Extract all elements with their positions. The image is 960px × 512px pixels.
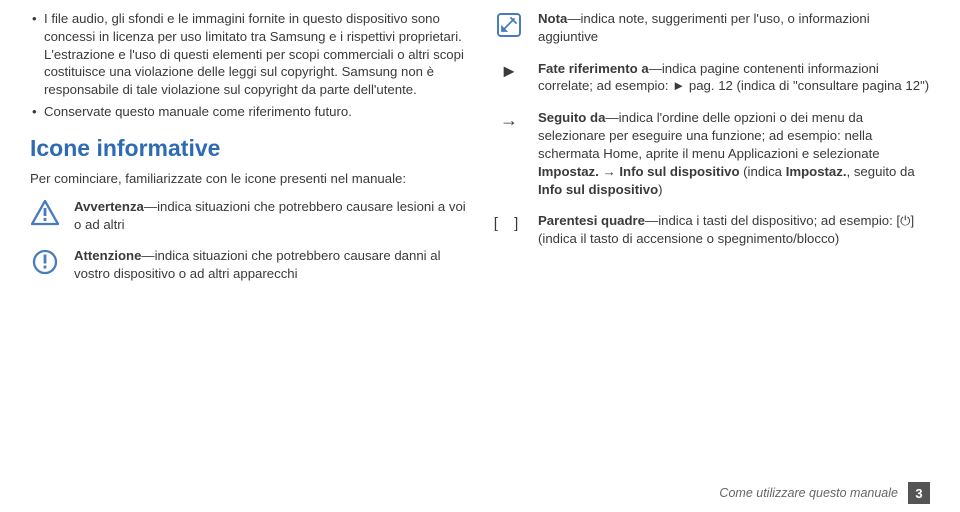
triangle-icon: ►: [494, 60, 524, 80]
page-number: 3: [908, 482, 930, 504]
bullet-item: Conservate questo manuale come riferimen…: [30, 103, 466, 121]
refer-row: ► Fate riferimento a—indica pagine conte…: [494, 60, 930, 96]
footer-text: Come utilizzare questo manuale: [719, 486, 898, 500]
note-icon: [494, 10, 524, 38]
warning-text: Avvertenza—indica situazioni che potrebb…: [74, 198, 466, 234]
note-row: Nota—indica note, suggerimenti per l'uso…: [494, 10, 930, 46]
section-heading: Icone informative: [30, 133, 466, 164]
caution-text: Attenzione—indica situazioni che potrebb…: [74, 247, 466, 283]
warning-row: Avvertenza—indica situazioni che potrebb…: [30, 198, 466, 234]
bullet-item: I file audio, gli sfondi e le immagini f…: [30, 10, 466, 99]
arrow-icon: →: [494, 109, 524, 129]
brackets-text: Parentesi quadre—indica i tasti del disp…: [538, 212, 930, 248]
followed-text: Seguito da—indica l'ordine delle opzioni…: [538, 109, 930, 198]
intro-text: Per cominciare, familiarizzate con le ic…: [30, 170, 466, 188]
right-column: Nota—indica note, suggerimenti per l'uso…: [494, 10, 930, 297]
refer-text: Fate riferimento a—indica pagine contene…: [538, 60, 930, 96]
brackets-icon: [ ]: [494, 212, 524, 234]
caution-row: Attenzione—indica situazioni che potrebb…: [30, 247, 466, 283]
caution-icon: [30, 247, 60, 275]
footer: Come utilizzare questo manuale 3: [719, 482, 930, 504]
note-text: Nota—indica note, suggerimenti per l'uso…: [538, 10, 930, 46]
left-column: I file audio, gli sfondi e le immagini f…: [30, 10, 466, 297]
bullet-list: I file audio, gli sfondi e le immagini f…: [30, 10, 466, 121]
brackets-row: [ ] Parentesi quadre—indica i tasti del …: [494, 212, 930, 248]
followed-row: → Seguito da—indica l'ordine delle opzio…: [494, 109, 930, 198]
warning-icon: [30, 198, 60, 226]
